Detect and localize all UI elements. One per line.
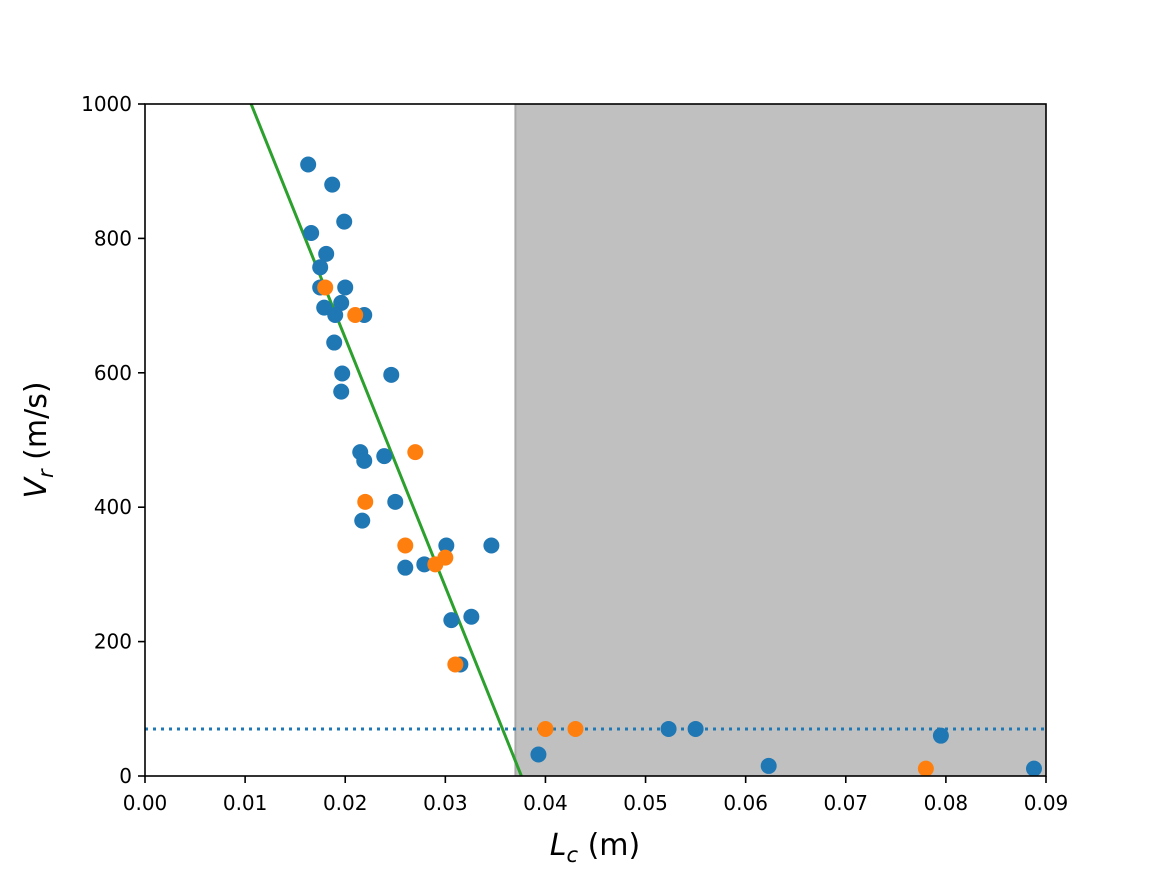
data-point — [463, 608, 480, 625]
data-point — [357, 493, 374, 510]
data-point — [336, 213, 353, 230]
data-point — [318, 245, 335, 262]
data-point — [660, 720, 677, 737]
data-point — [354, 512, 371, 529]
data-point — [337, 279, 354, 296]
data-point — [438, 537, 455, 554]
x-tick-label: 0.05 — [623, 791, 668, 815]
plot-inner — [145, 104, 1046, 776]
data-point — [537, 720, 554, 737]
data-point — [334, 365, 351, 382]
x-tick-label: 0.09 — [1024, 791, 1069, 815]
series-2 — [317, 279, 934, 776]
data-point — [397, 559, 414, 576]
data-point — [416, 556, 433, 573]
data-point — [760, 757, 777, 774]
data-point — [317, 279, 334, 296]
data-point — [312, 259, 329, 276]
x-axis-label-unit: (m) — [578, 828, 640, 863]
data-point — [387, 493, 404, 510]
data-point — [303, 225, 320, 242]
x-axis-label: Lc (m) — [550, 828, 640, 867]
data-point — [356, 452, 373, 469]
x-tick-label: 0.07 — [824, 791, 869, 815]
plot-frame — [144, 103, 1047, 777]
y-tick-label: 400 — [94, 495, 132, 519]
data-point — [327, 307, 344, 324]
x-tick-label: 0.00 — [123, 791, 168, 815]
data-point — [347, 307, 364, 324]
data-point — [530, 746, 547, 763]
x-tick-label: 0.02 — [323, 791, 368, 815]
x-axis-label-symbol: L — [550, 828, 567, 863]
data-point — [407, 444, 424, 461]
x-tick-label: 0.01 — [223, 791, 268, 815]
data-point — [917, 760, 934, 776]
data-point — [1025, 760, 1042, 776]
x-axis: 0.00 0.01 0.02 0.03 0.04 0.05 0.06 0.07 0.08 0.09 — [123, 776, 1069, 815]
data-point — [333, 294, 350, 311]
data-point — [437, 549, 454, 566]
y-tick-label: 200 — [94, 630, 132, 654]
data-point — [324, 176, 341, 193]
shaded-region — [515, 104, 1046, 776]
data-point — [687, 720, 704, 737]
data-point — [383, 366, 400, 383]
data-point — [326, 334, 343, 351]
y-tick-label: 1000 — [81, 92, 132, 116]
y-axis-label: Vr (m/s) — [19, 381, 58, 498]
fit-line — [249, 104, 523, 776]
data-point — [443, 612, 460, 629]
y-tick-label: 0 — [119, 764, 132, 788]
data-point — [300, 156, 317, 173]
data-point — [376, 448, 393, 465]
data-point — [447, 656, 464, 673]
x-tick-label: 0.03 — [423, 791, 468, 815]
y-tick-label: 600 — [94, 361, 132, 385]
data-point — [932, 727, 949, 744]
x-tick-label: 0.04 — [523, 791, 568, 815]
data-point — [397, 537, 414, 554]
x-tick-label: 0.06 — [723, 791, 768, 815]
y-tick-label: 800 — [94, 226, 132, 250]
plot-area — [144, 103, 1047, 777]
y-axis: 0 200 400 600 800 1000 — [81, 92, 145, 788]
y-axis-label-symbol: V — [19, 476, 54, 499]
y-axis-label-subscript: r — [34, 468, 58, 478]
x-tick-label: 0.08 — [924, 791, 969, 815]
x-axis-label-subscript: c — [567, 843, 579, 867]
data-point — [567, 720, 584, 737]
data-point — [333, 383, 350, 400]
y-axis-label-unit: (m/s) — [19, 381, 54, 469]
data-point — [483, 537, 500, 554]
